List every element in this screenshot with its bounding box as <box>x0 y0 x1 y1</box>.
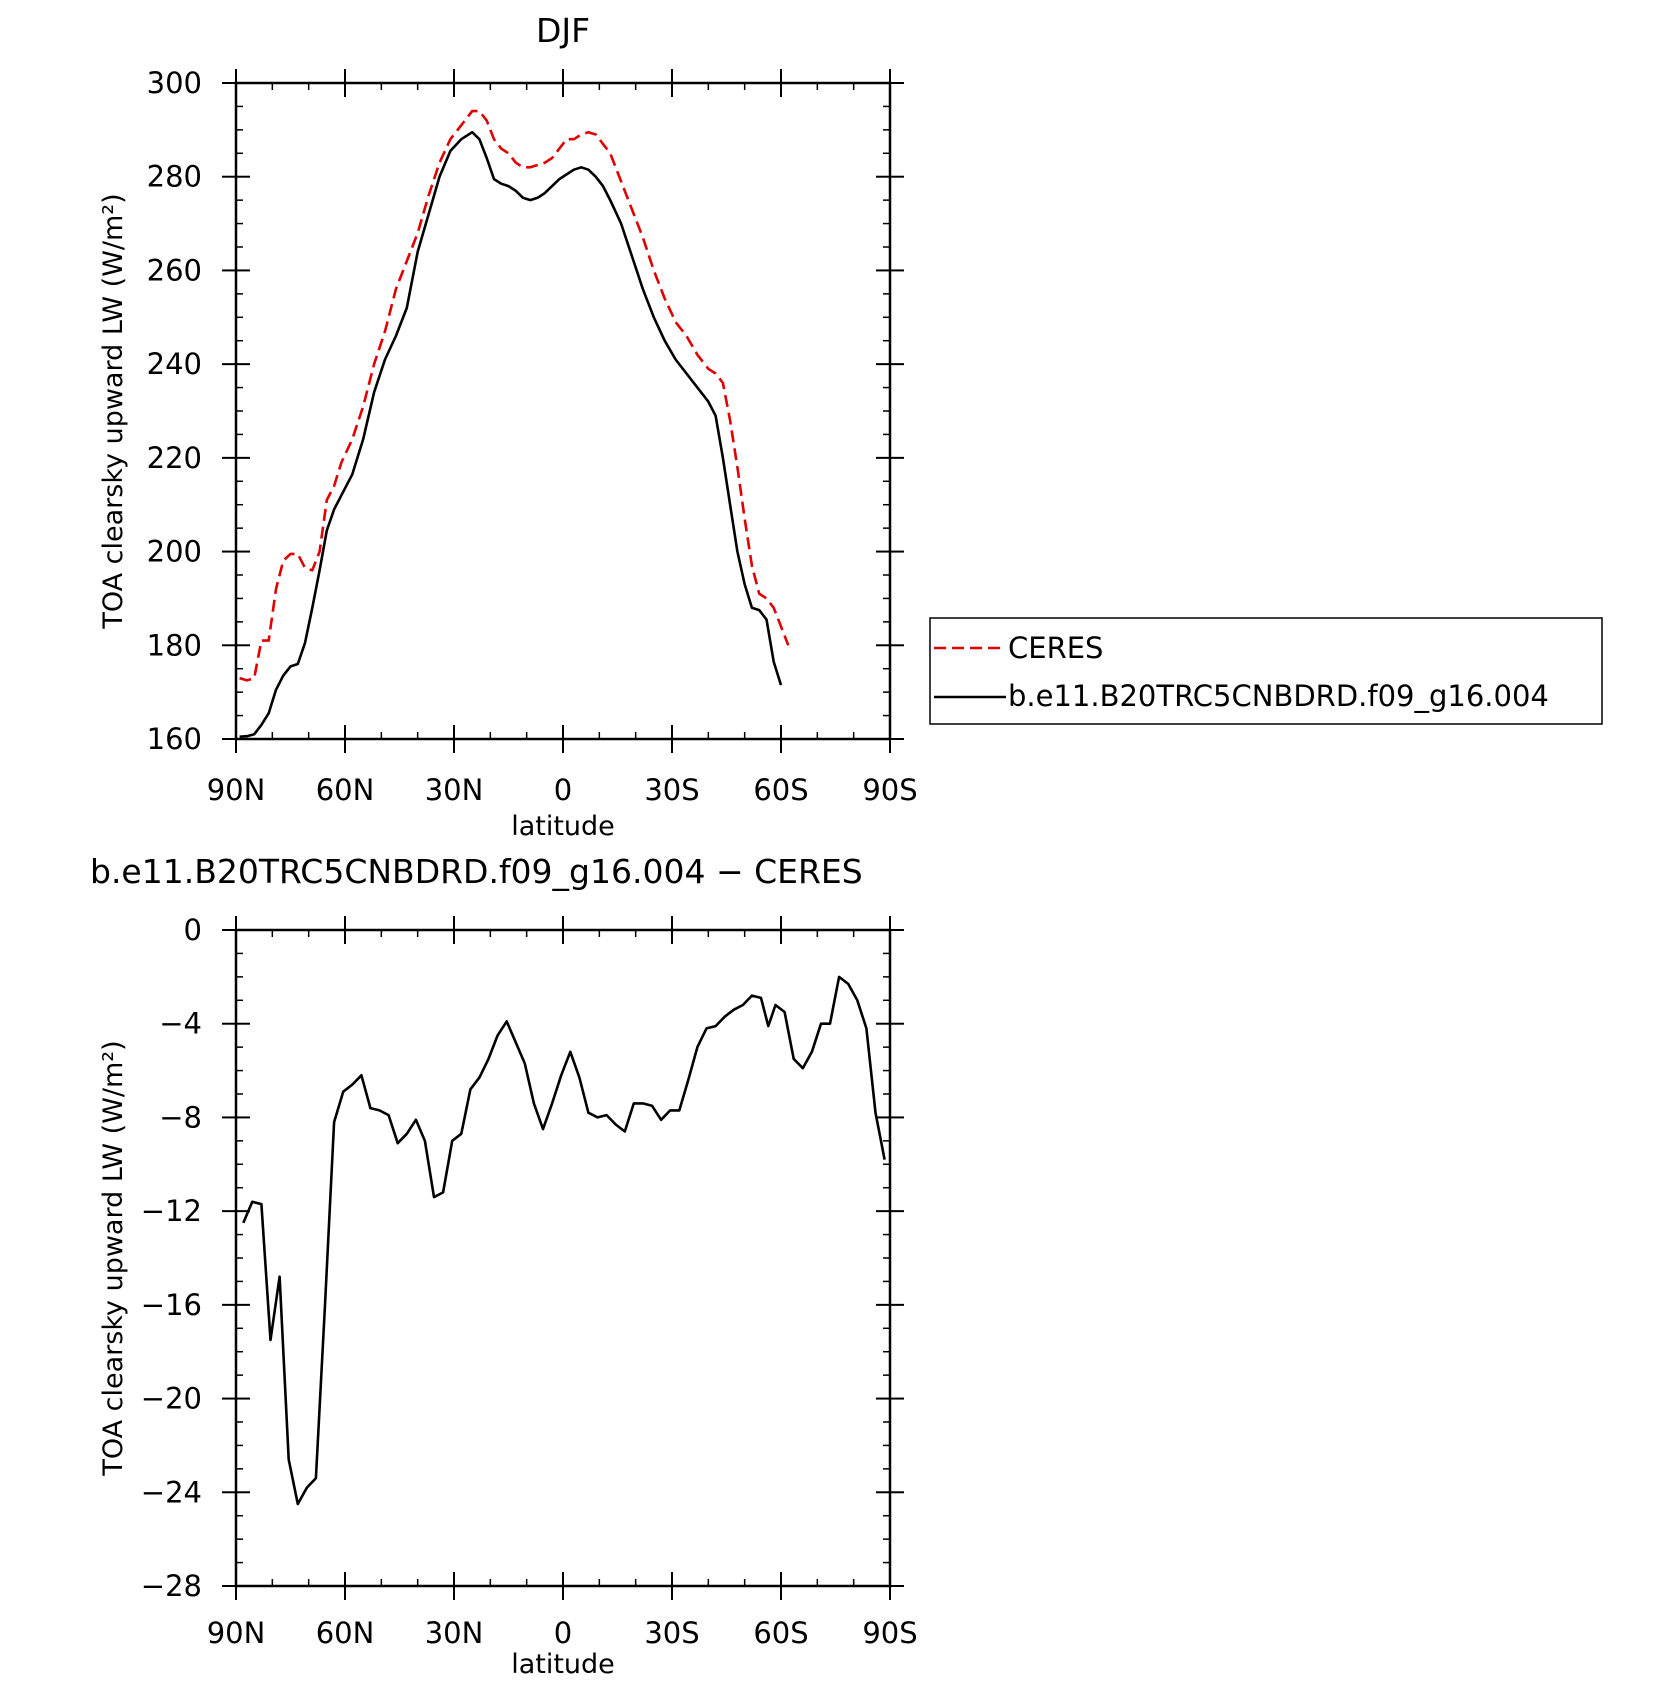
chart-title: b.e11.B20TRC5CNBDRD.f09_g16.004 − CERES <box>90 852 863 891</box>
legend-label-model: b.e11.B20TRC5CNBDRD.f09_g16.004 <box>1008 679 1549 713</box>
y-axis-label: TOA clearsky upward LW (W/m²) <box>98 193 129 629</box>
y-tick-label: 280 <box>147 160 202 194</box>
y-tick-label: 240 <box>147 347 202 381</box>
y-tick-label: 0 <box>184 913 202 947</box>
x-tick-label: 30N <box>425 1616 484 1650</box>
series-line-b-e11-b20trc5cnbdrd-f09-g16-004 <box>239 130 783 738</box>
y-tick-label: 200 <box>147 535 202 569</box>
x-tick-label: 90N <box>207 1616 266 1650</box>
x-axis-label: latitude <box>511 1649 615 1680</box>
y-tick-label: −12 <box>141 1194 202 1228</box>
x-tick-label: 60S <box>753 773 808 807</box>
x-tick-label: 0 <box>554 1616 572 1650</box>
legend: CERES b.e11.B20TRC5CNBDRD.f09_g16.004 <box>929 617 1603 725</box>
legend-label-ceres: CERES <box>1008 631 1103 665</box>
x-tick-label: 60S <box>753 1616 808 1650</box>
y-tick-label: 260 <box>147 253 202 287</box>
y-tick-label: −16 <box>141 1288 202 1322</box>
y-tick-label: 180 <box>147 628 202 662</box>
x-tick-label: 90N <box>207 773 266 807</box>
bottom-panel-difference: 90N 60N 30N 0 30S 60S 90S −28 −24 −20 −16 −12 −8 −4 0 b… <box>90 852 918 1680</box>
legend-box <box>929 617 1603 725</box>
plot-frame <box>234 928 892 1588</box>
x-tick-label: 30S <box>644 773 699 807</box>
plot-frame <box>234 81 892 741</box>
x-tick-label: 0 <box>554 773 572 807</box>
y-tick-label: 220 <box>147 441 202 475</box>
x-tick-label: 60N <box>316 1616 375 1650</box>
x-tick-label: 60N <box>316 773 375 807</box>
y-tick-label: −8 <box>159 1100 202 1134</box>
top-panel-djf: 90N 60N 30N 0 30S 60S 90S 160 180 200 220 240 260 280… <box>98 11 918 842</box>
chart-title: DJF <box>536 11 590 50</box>
y-tick-label: −20 <box>141 1382 202 1416</box>
x-tick-label: 30N <box>425 773 484 807</box>
y-tick-label: −24 <box>141 1475 202 1509</box>
y-tick-label: 160 <box>147 722 202 756</box>
y-tick-label: −28 <box>141 1569 202 1603</box>
y-tick-label: 300 <box>147 66 202 100</box>
series-line-difference <box>242 975 886 1506</box>
x-tick-label: 90S <box>862 1616 917 1650</box>
x-tick-label: 30S <box>644 1616 699 1650</box>
y-axis-label: TOA clearsky upward LW (W/m²) <box>98 1040 129 1476</box>
series-line-ceres <box>239 109 790 682</box>
y-tick-label: −4 <box>159 1007 202 1041</box>
x-axis-label: latitude <box>511 811 615 842</box>
x-tick-label: 90S <box>862 773 917 807</box>
